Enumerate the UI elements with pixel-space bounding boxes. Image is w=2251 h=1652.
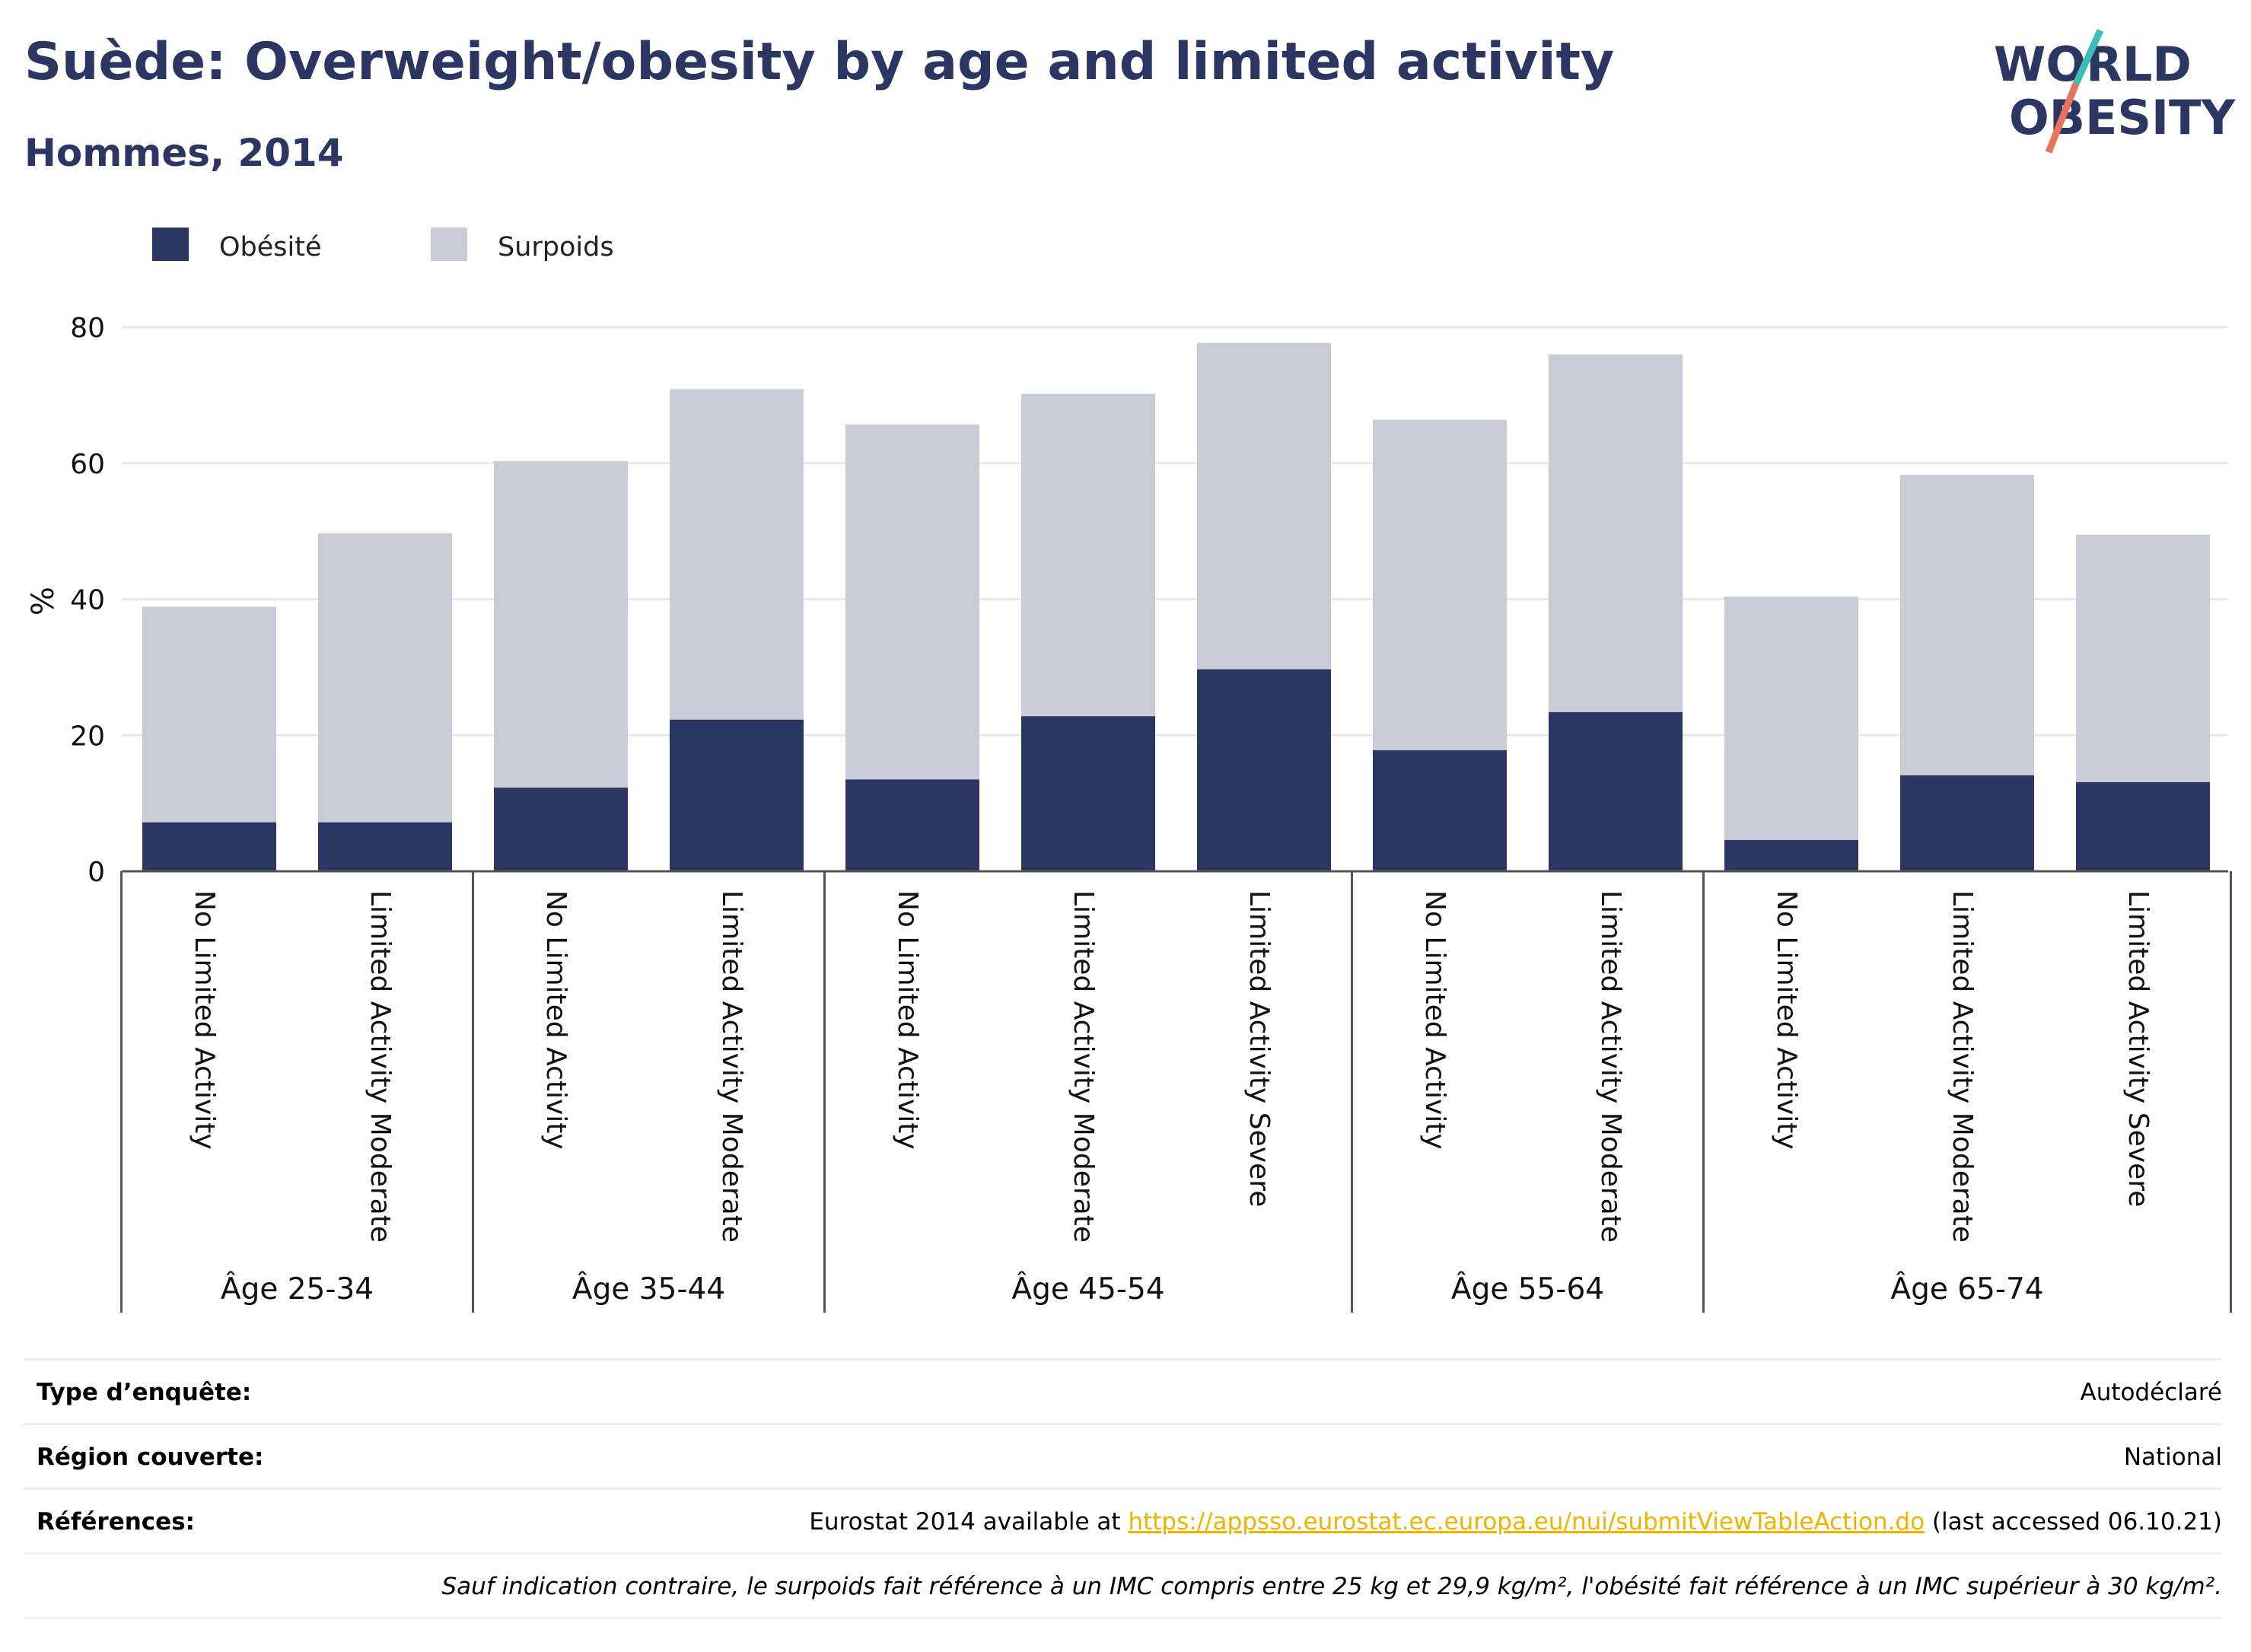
bar-obesity [670,719,804,871]
survey-type-label: Type d’enquête: [37,1379,252,1406]
x-tick-label: Limited Activity Severe [1243,890,1275,1207]
x-tick-label: Limited Activity Severe [2122,890,2154,1207]
y-tick-label: 20 [70,721,105,752]
references-value: Eurostat 2014 available at https://appss… [809,1508,2222,1536]
legend-label-overweight: Surpoids [498,232,614,263]
logo-slash-teal [2072,29,2104,85]
references-label: Références: [37,1508,196,1536]
bar-obesity [1549,711,1683,871]
bar-overweight [142,606,276,823]
x-tick-label: Limited Activity Moderate [716,890,747,1243]
bar-overweight [318,533,452,823]
bar-obesity [318,822,452,871]
bar-overweight [2076,534,2210,782]
bar-overweight [1549,354,1683,712]
bar-obesity [1021,716,1155,871]
bar-obesity [142,822,276,871]
x-tick-label: Limited Activity Moderate [1068,890,1099,1243]
region-value: National [2123,1444,2222,1471]
bar-obesity [2076,781,2210,871]
region-label: Région couverte: [37,1444,264,1471]
group-label: Âge 35-44 [572,1271,725,1307]
x-axis: No Limited Activity Limited Activity Mode… [120,870,2232,1313]
note-row: Sauf indication contraire, le surpoids f… [23,1552,2222,1619]
references-row: Références: Eurostat 2014 available at h… [23,1488,2222,1552]
bar-obesity [845,779,979,871]
x-tick-label: No Limited Activity [892,890,923,1150]
x-tick-label: Limited Activity Moderate [1595,890,1626,1243]
bar-obesity [1900,775,2034,871]
y-axis: 0 20 40 60 80% [26,313,105,888]
definition-note: Sauf indication contraire, le surpoids f… [441,1573,2222,1600]
legend-swatch-overweight [431,228,467,261]
stacked-bar-chart: Obésité Surpoids 0 20 40 60 80% No Limited Ac… [26,228,2232,1313]
bar-overweight [1197,342,1331,670]
references-link[interactable]: https://appsso.eurostat.ec.europa.eu/nui… [1128,1508,1925,1536]
bar-overweight [1021,393,1155,717]
bar-obesity [1724,839,1858,871]
bar-overweight [1373,419,1507,750]
chart-subtitle: Hommes, 2014 [24,131,344,175]
references-text-post: (last accessed 06.10.21) [1925,1508,2222,1536]
logo-word-obesity: OBESITY [2009,90,2236,145]
x-tick-label: No Limited Activity [540,890,572,1150]
x-tick-label: No Limited Activity [1419,890,1450,1150]
bar-obesity [494,788,628,871]
survey-type-value: Autodéclaré [2080,1379,2222,1406]
y-axis-label: % [26,587,61,616]
bar-overweight [1724,596,1858,840]
group-label: Âge 65-74 [1890,1271,2043,1307]
info-table: Type d’enquête: Autodéclaré Région couve… [23,1358,2222,1619]
chart-title: Suède: Overweight/obesity by age and lim… [24,32,1615,92]
gridlines [122,326,2228,737]
x-tick-label: Limited Activity Moderate [1947,890,1978,1243]
bar-overweight [670,389,804,720]
legend-label-obesity: Obésité [219,232,322,263]
bars [142,342,2210,871]
y-tick-label: 80 [70,313,105,344]
bar-overweight [1900,474,2034,775]
x-tick-label: No Limited Activity [189,890,220,1150]
y-tick-label: 40 [70,585,105,616]
legend: Obésité Surpoids [152,228,614,263]
bar-obesity [1373,750,1507,871]
x-tick-label: No Limited Activity [1771,890,1802,1150]
references-text-pre: Eurostat 2014 available at [809,1508,1129,1536]
legend-swatch-obesity [152,228,189,261]
bar-overweight [494,461,628,788]
y-tick-label: 60 [70,449,105,480]
x-tick-label: Limited Activity Moderate [365,890,396,1243]
y-tick-label: 0 [88,857,105,888]
world-obesity-logo: WORLD OBESITY [1994,29,2236,154]
survey-type-row: Type d’enquête: Autodéclaré [23,1358,2222,1423]
bar-overweight [845,424,979,780]
group-label: Âge 45-54 [1011,1271,1164,1307]
region-row: Région couverte: National [23,1423,2222,1488]
logo-slash-coral [2045,82,2080,154]
group-label: Âge 25-34 [221,1271,374,1307]
group-label: Âge 55-64 [1451,1271,1604,1307]
bar-obesity [1197,669,1331,871]
